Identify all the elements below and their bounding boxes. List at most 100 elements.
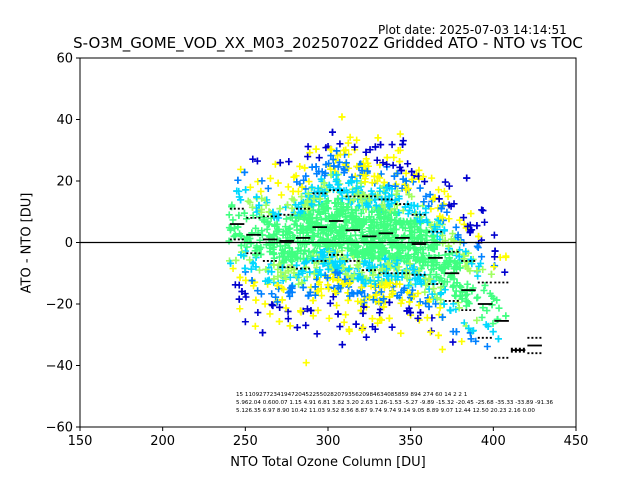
scatter-point <box>329 155 337 163</box>
scatter-point <box>227 259 235 267</box>
scatter-point <box>333 301 341 309</box>
scatter-point <box>293 323 301 331</box>
scatter-point <box>368 179 376 187</box>
scatter-point <box>383 154 391 162</box>
scatter-point <box>293 178 301 186</box>
scatter-point <box>262 265 270 273</box>
scatter-point <box>331 269 339 277</box>
scatter-point <box>369 190 377 198</box>
y-axis-label: ATO - NTO [DU] <box>19 192 35 294</box>
scatter-point <box>430 265 438 273</box>
scatter-point <box>489 328 497 336</box>
scatter-point <box>336 257 344 265</box>
scatter-point <box>392 190 400 198</box>
scatter-point <box>468 287 476 295</box>
scatter-point <box>307 307 315 315</box>
scatter-point <box>366 263 374 271</box>
scatter-point <box>352 214 360 222</box>
scatter-point <box>324 205 332 213</box>
scatter-point <box>478 253 486 261</box>
scatter-point <box>447 307 455 315</box>
scatter-point <box>348 178 356 186</box>
y-tick-label: −20 <box>46 298 73 313</box>
scatter-point <box>246 235 254 243</box>
scatter-point <box>293 261 301 269</box>
scatter-point <box>381 284 389 292</box>
scatter-point <box>399 224 407 232</box>
scatter-point <box>426 191 434 199</box>
scatter-point <box>451 291 459 299</box>
scatter-point <box>479 304 487 312</box>
scatter-point <box>388 323 396 331</box>
scatter-point <box>464 298 472 306</box>
scatter-point <box>410 201 418 209</box>
scatter-point <box>391 196 399 204</box>
scatter-point <box>357 179 365 187</box>
scatter-point <box>420 198 428 206</box>
scatter-point <box>405 298 413 306</box>
scatter-point <box>391 208 399 216</box>
scatter-point <box>285 267 293 275</box>
x-tick-label: 150 <box>68 434 93 449</box>
scatter-point <box>338 194 346 202</box>
scatter-point <box>399 207 407 215</box>
scatter-point <box>345 244 353 252</box>
annotation-row: 5.126.35 6.97 8.90 10.42 11.03 9.52 8.56… <box>236 408 535 414</box>
scatter-point <box>426 328 434 336</box>
scatter-point <box>333 147 341 155</box>
scatter-point <box>280 285 288 293</box>
scatter-point <box>310 247 318 255</box>
scatter-point <box>393 280 401 288</box>
scatter-point <box>304 197 312 205</box>
scatter-point <box>262 277 270 285</box>
scatter-point <box>257 290 265 298</box>
scatter-point <box>334 310 342 318</box>
scatter-point <box>428 174 436 182</box>
scatter-point <box>502 312 510 320</box>
scatter-point <box>428 290 436 298</box>
scatter-point <box>347 177 355 185</box>
scatter-point <box>309 227 317 235</box>
scatter-point <box>369 271 377 279</box>
scatter-point <box>316 278 324 286</box>
scatter-point <box>258 194 266 202</box>
scatter-point <box>362 274 370 282</box>
scatter-point <box>277 191 285 199</box>
scatter-point <box>318 168 326 176</box>
scatter-point <box>420 276 428 284</box>
scatter-point <box>448 249 456 257</box>
annotation-layer: 15 1109277234194720452255028207935620984… <box>236 392 554 414</box>
scatter-point <box>440 187 448 195</box>
scatter-point <box>443 257 451 265</box>
scatter-point <box>380 215 388 223</box>
scatter-point <box>353 261 361 269</box>
scatter-point <box>321 188 329 196</box>
scatter-point <box>298 183 306 191</box>
scatter-point <box>273 281 281 289</box>
scatter-point <box>317 183 325 191</box>
scatter-point <box>385 298 393 306</box>
scatter-point <box>439 202 447 210</box>
scatter-point <box>306 149 314 157</box>
scatter-point <box>308 183 316 191</box>
scatter-point <box>342 159 350 167</box>
scatter-point <box>410 265 418 273</box>
scatter-point <box>397 329 405 337</box>
scatter-point <box>317 270 325 278</box>
scatter-point <box>363 199 371 207</box>
scatter-point <box>414 289 422 297</box>
scatter-point <box>295 213 303 221</box>
scatter-point <box>489 320 497 328</box>
scatter-point <box>368 208 376 216</box>
scatter-point <box>270 275 278 283</box>
scatter-point <box>473 267 481 275</box>
scatter-point <box>303 273 311 281</box>
scatter-point <box>304 153 312 161</box>
scatter-point <box>263 225 271 233</box>
scatter-point <box>282 275 290 283</box>
scatter-point <box>308 257 316 265</box>
scatter-point <box>472 337 480 345</box>
scatter-point <box>275 318 283 326</box>
scatter-point <box>341 221 349 229</box>
